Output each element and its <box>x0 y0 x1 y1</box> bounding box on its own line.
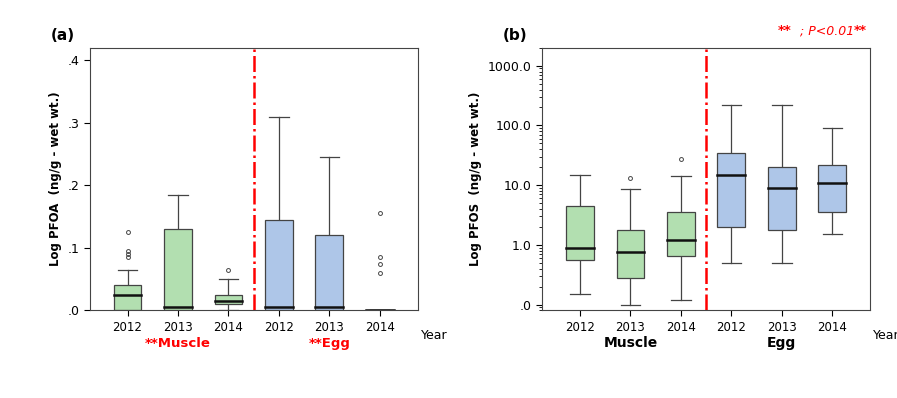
Text: **Muscle: **Muscle <box>145 337 211 350</box>
Bar <box>667 213 695 256</box>
Bar <box>718 153 745 227</box>
Bar <box>114 285 142 310</box>
Text: Year: Year <box>874 329 897 342</box>
Y-axis label: Log PFOA  (ng/g - wet wt.): Log PFOA (ng/g - wet wt.) <box>48 92 62 266</box>
Text: (a): (a) <box>50 27 74 43</box>
Bar <box>818 165 846 213</box>
Y-axis label: Log PFOS  (ng/g - wet wt.): Log PFOS (ng/g - wet wt.) <box>469 92 483 266</box>
Bar <box>265 220 292 310</box>
Bar <box>316 235 344 310</box>
Text: (b): (b) <box>503 27 527 43</box>
Bar <box>214 295 242 304</box>
Text: Egg: Egg <box>767 336 797 350</box>
Text: Year: Year <box>421 329 448 342</box>
Text: Muscle: Muscle <box>604 336 658 350</box>
Text: **: ** <box>779 24 792 37</box>
Bar <box>616 230 644 278</box>
Text: ; P<0.01: ; P<0.01 <box>799 24 854 37</box>
Text: **: ** <box>854 24 867 37</box>
Bar <box>768 167 796 230</box>
Bar <box>566 206 594 260</box>
Text: **Egg: **Egg <box>309 337 350 350</box>
Bar <box>164 229 192 310</box>
